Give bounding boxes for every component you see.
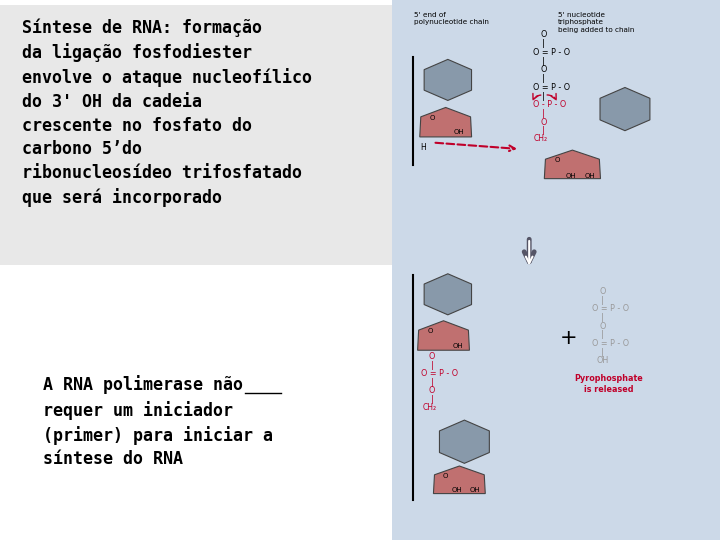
Text: |: |: [431, 395, 433, 404]
Polygon shape: [424, 59, 472, 100]
Text: O - P - O: O - P - O: [533, 100, 566, 109]
Text: |: |: [542, 39, 545, 48]
Text: H: H: [420, 144, 426, 152]
Polygon shape: [433, 466, 485, 494]
Text: OH: OH: [453, 342, 463, 349]
Text: |: |: [542, 109, 545, 118]
Text: O: O: [429, 387, 435, 395]
Polygon shape: [600, 87, 650, 131]
FancyBboxPatch shape: [392, 0, 720, 540]
Text: 5' end of
polynucleotide chain: 5' end of polynucleotide chain: [414, 12, 489, 25]
Text: requer um iniciador
(primer) para iniciar a
síntese do RNA: requer um iniciador (primer) para inicia…: [43, 401, 273, 468]
Text: OH: OH: [470, 487, 480, 494]
Polygon shape: [420, 107, 472, 137]
Text: |: |: [601, 296, 604, 305]
Text: O: O: [442, 472, 448, 479]
Text: |: |: [542, 74, 545, 83]
Text: |: |: [431, 361, 433, 369]
Text: |: |: [542, 92, 545, 100]
Text: OH: OH: [454, 129, 464, 136]
Text: O: O: [541, 65, 546, 74]
Text: Síntese de RNA: formação
da ligação fosfodiester
envolve o ataque nucleofílico
d: Síntese de RNA: formação da ligação fosf…: [22, 19, 312, 207]
Polygon shape: [439, 420, 490, 463]
Text: |: |: [601, 313, 604, 322]
Text: OH: OH: [566, 173, 576, 179]
Text: |: |: [601, 330, 604, 339]
Text: O: O: [600, 287, 606, 296]
Text: |: |: [542, 57, 545, 65]
Text: O: O: [554, 157, 560, 164]
Text: O = P - O: O = P - O: [533, 83, 570, 92]
Text: CH₂: CH₂: [534, 134, 548, 143]
Text: +: +: [560, 327, 577, 348]
Text: 5' nucleotide
triphosphate
being added to chain: 5' nucleotide triphosphate being added t…: [558, 12, 634, 33]
Text: Pyrophosphate
is released: Pyrophosphate is released: [574, 374, 643, 394]
Text: O: O: [600, 322, 606, 330]
Text: |: |: [601, 348, 604, 356]
Text: OH: OH: [585, 173, 595, 179]
Polygon shape: [418, 321, 469, 350]
Polygon shape: [544, 150, 600, 179]
Text: O: O: [541, 118, 546, 126]
Text: OH: OH: [596, 356, 609, 365]
Text: A RNA polimerase não: A RNA polimerase não: [43, 375, 243, 394]
Text: O: O: [429, 352, 435, 361]
Text: O: O: [427, 328, 433, 334]
Text: O = P - O: O = P - O: [533, 48, 570, 57]
Text: |: |: [542, 126, 545, 135]
Text: O = P - O: O = P - O: [592, 305, 629, 313]
Text: O: O: [541, 30, 546, 39]
Text: CH₂: CH₂: [423, 403, 437, 411]
Text: O: O: [429, 114, 435, 121]
FancyBboxPatch shape: [0, 5, 396, 265]
Text: |: |: [431, 378, 433, 387]
Text: O = P - O: O = P - O: [421, 369, 459, 378]
Text: O = P - O: O = P - O: [592, 339, 629, 348]
Text: OH: OH: [452, 487, 462, 494]
Polygon shape: [424, 274, 472, 315]
